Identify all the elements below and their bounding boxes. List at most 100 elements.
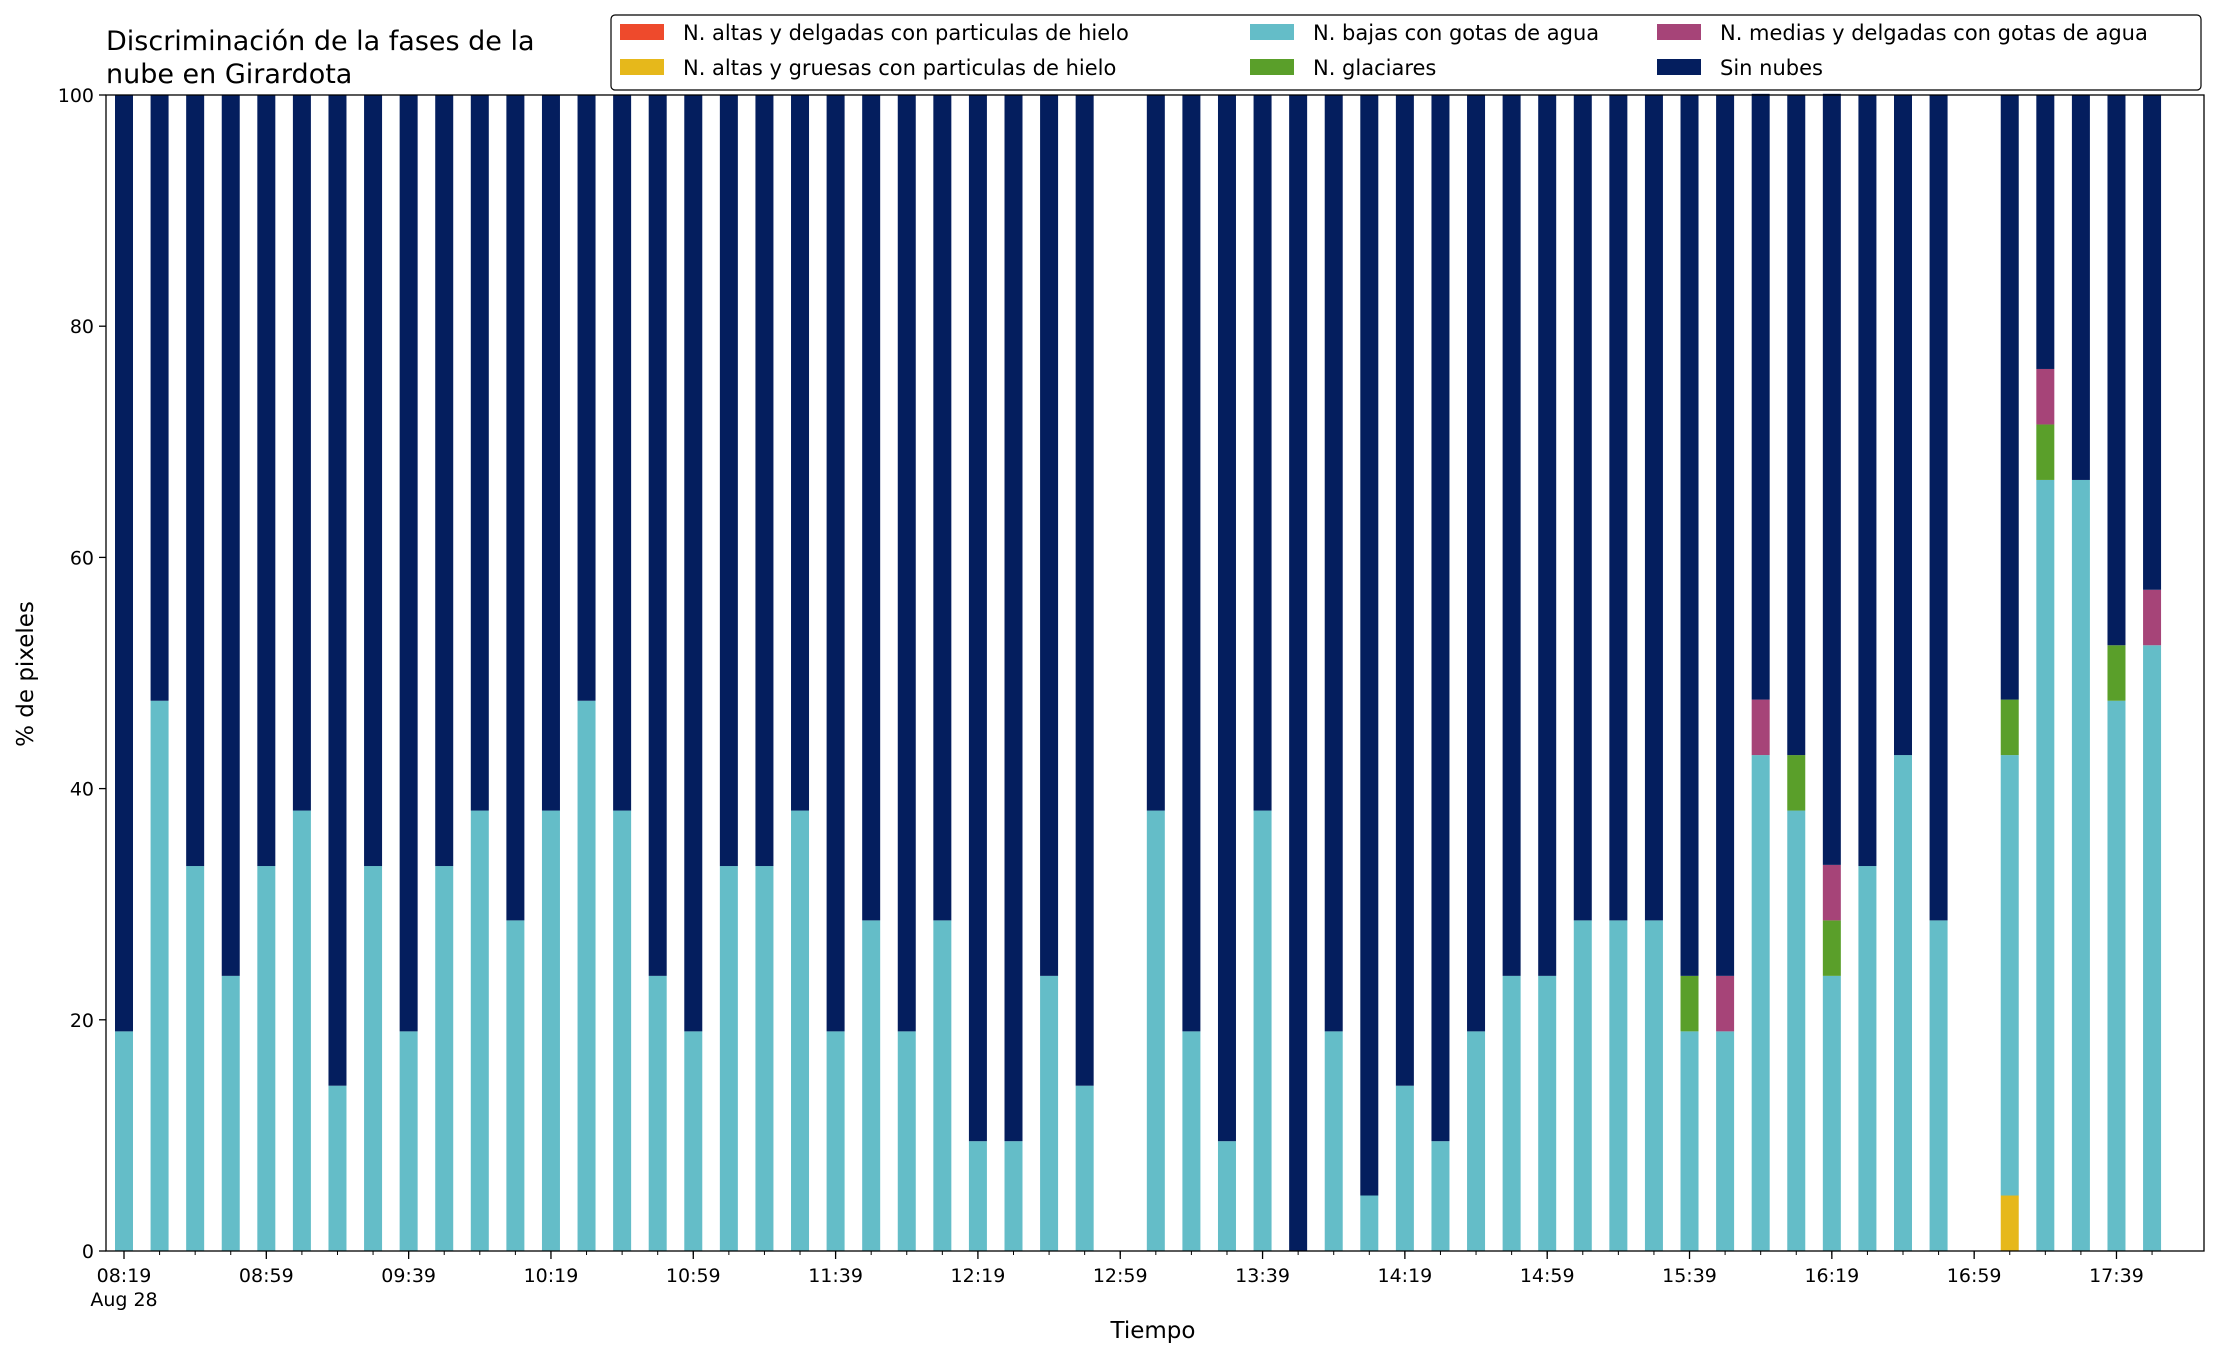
bar-segment: [1822, 920, 1841, 976]
x-tick-label: 10:19: [524, 1265, 579, 1287]
x-tick-label: 08:19: [97, 1265, 152, 1287]
bar-segment: [1146, 810, 1165, 1251]
chart-title-line-2: nube en Girardota: [106, 59, 352, 90]
bar-segment: [1395, 1085, 1414, 1251]
bar-segment: [862, 95, 881, 921]
bar-segment: [1609, 95, 1628, 921]
bar-segment: [257, 95, 276, 867]
bar-segment: [1040, 975, 1059, 1251]
bar-segment: [435, 95, 454, 867]
bar-segment: [1644, 920, 1663, 1251]
legend-swatch: [1250, 59, 1294, 75]
bar-segment: [1146, 95, 1165, 811]
chart-title: Discriminación de la fases de la nube en…: [106, 26, 543, 90]
chart-title-line-1: Discriminación de la fases de la: [106, 26, 535, 57]
bar-segment: [1680, 1031, 1699, 1251]
bar-segment: [2036, 95, 2055, 369]
bar-segment: [115, 1031, 133, 1251]
bar-segment: [2000, 1195, 2019, 1251]
legend-label: N. bajas con gotas de agua: [1313, 21, 1599, 45]
bar-segment: [1075, 1085, 1094, 1251]
bar-segment: [1075, 95, 1094, 1086]
legend: N. altas y delgadas con particulas de hi…: [610, 14, 2202, 91]
bar-segment: [897, 95, 916, 1032]
y-tick-label: 20: [70, 1010, 94, 1032]
bar-segment: [257, 866, 276, 1251]
bar-segment: [684, 1031, 703, 1251]
y-tick-label: 40: [70, 779, 94, 801]
bar-segment: [648, 975, 667, 1251]
bar-segment: [1289, 95, 1308, 1251]
bar-segment: [1324, 1031, 1343, 1251]
bar-segment: [1538, 95, 1557, 976]
y-tick-label: 0: [82, 1241, 94, 1263]
legend-label: N. altas y delgadas con particulas de hi…: [683, 21, 1129, 45]
bar-segment: [791, 810, 810, 1251]
bar-segment: [1431, 95, 1450, 1142]
bar-segment: [1858, 866, 1877, 1251]
x-tick-label: 13:39: [1235, 1265, 1290, 1287]
bar-segment: [2036, 368, 2055, 425]
bar-segment: [221, 975, 240, 1251]
legend-label: Sin nubes: [1720, 56, 1823, 80]
bar-segment: [1716, 1031, 1735, 1251]
bar-segment: [1182, 1031, 1201, 1251]
x-tick-label: 14:19: [1377, 1265, 1432, 1287]
legend-swatch: [620, 59, 664, 75]
bar-segment: [1253, 810, 1272, 1251]
bar-segment: [2036, 479, 2055, 1251]
x-tick-label: 09:39: [381, 1265, 436, 1287]
legend-swatch: [1657, 24, 1701, 40]
bar-segment: [1680, 95, 1699, 976]
bar-segment: [897, 1031, 916, 1251]
bar-segment: [1431, 1141, 1450, 1251]
bar-segment: [470, 95, 489, 811]
bar-segment: [541, 95, 560, 811]
bar-segment: [1858, 95, 1877, 867]
bar-segment: [1395, 95, 1414, 1086]
bar-segment: [2036, 424, 2055, 480]
bar-segment: [1538, 975, 1557, 1251]
bar-segment: [1502, 95, 1521, 976]
bar-segment: [2000, 95, 2019, 700]
bar-segment: [115, 95, 133, 1032]
bar-segment: [364, 95, 383, 867]
bar-segment: [1787, 810, 1806, 1251]
bar-segment: [186, 95, 205, 867]
bar-segment: [2143, 95, 2162, 590]
y-tick-label: 80: [70, 316, 94, 338]
bar-segment: [1751, 93, 1770, 700]
bar-segment: [862, 920, 881, 1251]
bar-segment: [292, 95, 311, 811]
bar-segment: [1609, 920, 1628, 1251]
bar-segment: [2071, 479, 2090, 1251]
legend-label: N. medias y delgadas con gotas de agua: [1720, 21, 2148, 45]
bar-segment: [1787, 95, 1806, 756]
bar-segment: [399, 1031, 418, 1251]
bar-segment: [2143, 589, 2162, 646]
bar-segment: [613, 95, 632, 811]
x-tick-label: 08:59: [239, 1265, 294, 1287]
legend-frame: [610, 14, 2202, 91]
bar-segment: [791, 95, 810, 811]
bar-segment: [933, 920, 952, 1251]
bar-segment: [577, 700, 596, 1251]
legend-swatch: [1250, 24, 1294, 40]
bar-segment: [435, 866, 454, 1251]
bar-segment: [1822, 864, 1841, 921]
legend-label: N. glaciares: [1313, 56, 1436, 80]
bar-segment: [1680, 975, 1699, 1032]
bar-segment: [399, 95, 418, 1032]
x-tick-sublabel: Aug 28: [90, 1289, 157, 1311]
bar-segment: [1004, 95, 1023, 1142]
bar-segment: [1573, 95, 1592, 921]
bar-segment: [1360, 95, 1379, 1196]
x-tick-label: 12:19: [951, 1265, 1006, 1287]
x-tick-label: 15:39: [1662, 1265, 1717, 1287]
bar-segment: [1929, 95, 1948, 921]
bar-segment: [2000, 699, 2019, 756]
legend-label: N. altas y gruesas con particulas de hie…: [683, 56, 1116, 80]
plot-frame: [105, 94, 2205, 1252]
